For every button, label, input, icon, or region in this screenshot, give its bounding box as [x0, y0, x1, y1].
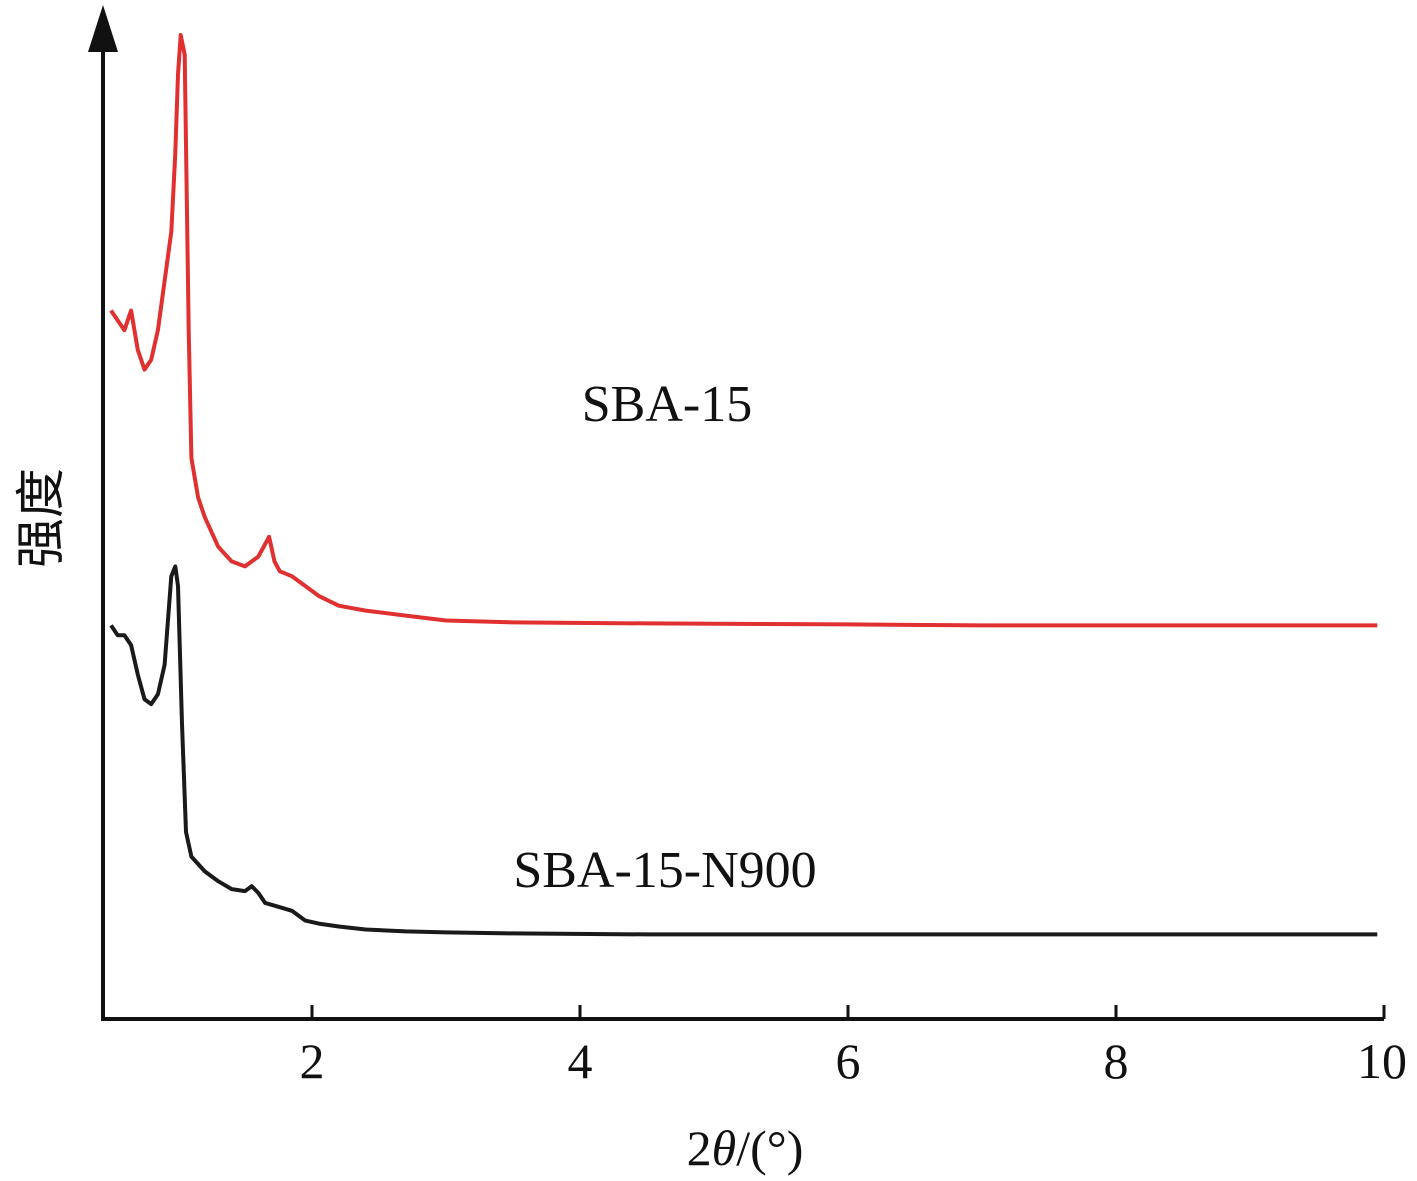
axes: [88, 5, 1384, 1021]
x-axis-title: 2θ/(°): [687, 1120, 804, 1176]
x-ticks: 2 4 6 8 10: [300, 1005, 1407, 1089]
x-axis-title-theta: θ: [712, 1120, 737, 1176]
x-axis-title-suffix: /(°): [736, 1120, 803, 1176]
series-label-sba15-n900: SBA-15-N900: [513, 842, 816, 899]
x-tick-label-6: 6: [836, 1033, 861, 1089]
y-axis-arrow: [88, 5, 118, 52]
series-label-sba15: SBA-15: [582, 376, 752, 433]
x-tick-label-4: 4: [568, 1033, 593, 1089]
x-tick-label-8: 8: [1104, 1033, 1129, 1089]
x-tick-label-2: 2: [300, 1033, 325, 1089]
y-axis-title: 强度: [13, 468, 69, 568]
series-layer: [109, 33, 1378, 937]
series-line-sba15-n900: [109, 564, 1378, 937]
x-axis-title-prefix: 2: [687, 1120, 712, 1176]
x-tick-label-10: 10: [1357, 1033, 1407, 1089]
series-line-sba15: [109, 33, 1378, 628]
